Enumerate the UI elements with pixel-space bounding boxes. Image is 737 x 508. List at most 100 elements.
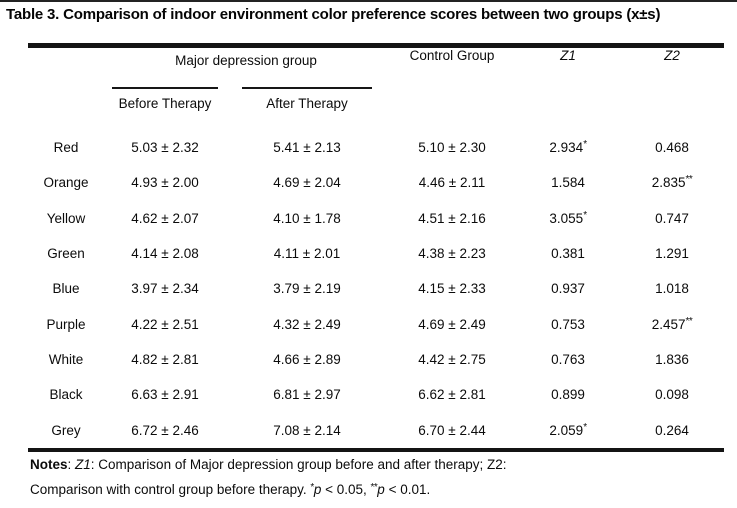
cell-z1: 0.899 — [516, 377, 620, 412]
table-title: Table 3. Comparison of indoor environmen… — [6, 6, 661, 23]
cell-before-therapy: 3.97 ± 2.34 — [131, 281, 199, 297]
cell-z1: 2.059* — [516, 412, 620, 449]
cell-z2: 2.457** — [620, 306, 724, 341]
cell-z1: 3.055* — [516, 201, 620, 236]
cell-z2: 1.018 — [620, 271, 724, 306]
row-label: White — [48, 351, 84, 367]
column-header-z2: Z2 — [664, 48, 680, 63]
cell-before-therapy: 4.14 ± 2.08 — [131, 246, 199, 262]
cell-after-therapy: 3.79 ± 2.19 — [273, 281, 341, 297]
cell-after-therapy: 4.69 ± 2.04 — [273, 175, 341, 191]
cell-z1: 0.753 — [516, 306, 620, 341]
cell-control-group: 5.10 ± 2.30 — [418, 140, 486, 156]
z1-value: 0.381 — [551, 246, 585, 262]
cell-z2: 2.835** — [620, 165, 724, 200]
z1-value: 0.937 — [551, 281, 585, 297]
cell-z1: 2.934* — [516, 130, 620, 165]
row-label: Yellow — [46, 210, 86, 226]
cell-after-therapy: 4.11 ± 2.01 — [273, 246, 341, 262]
z2-value: 0.468 — [655, 140, 689, 156]
z2-value: 2.835 — [651, 175, 686, 191]
column-header-z1: Z1 — [560, 48, 576, 63]
p-symbol: p — [377, 482, 385, 497]
cell-z1: 0.763 — [516, 342, 620, 377]
table-notes: Notes: Z1: Comparison of Major depressio… — [30, 452, 710, 502]
cell-z1: 0.937 — [516, 271, 620, 306]
row-label: Black — [49, 387, 83, 403]
table-row-purple: Purple 4.22 ± 2.51 4.32 ± 2.49 4.69 ± 2.… — [28, 306, 724, 341]
cell-after-therapy: 5.41 ± 2.13 — [273, 140, 341, 156]
comparison-table-wrap: Major depression group Control Group Z1 … — [28, 43, 724, 452]
row-label: Red — [53, 140, 79, 156]
significance-mark: * — [583, 209, 587, 221]
notes-separator: : — [67, 457, 76, 472]
cell-before-therapy: 6.63 ± 2.91 — [131, 387, 199, 403]
cell-before-therapy: 5.03 ± 2.32 — [131, 140, 199, 156]
z2-value: 1.291 — [655, 246, 689, 262]
cell-after-therapy: 4.10 ± 1.78 — [273, 210, 341, 226]
figure-top-border — [0, 0, 737, 2]
column-header-control-group: Control Group — [409, 48, 495, 63]
significance-mark: ** — [685, 315, 693, 327]
row-label: Grey — [51, 422, 81, 438]
significance-mark: ** — [685, 174, 693, 186]
cell-z2: 1.836 — [620, 342, 724, 377]
table-body: Red 5.03 ± 2.32 5.41 ± 2.13 5.10 ± 2.30 … — [28, 130, 724, 450]
z1-value: 3.055 — [549, 210, 584, 226]
row-label: Blue — [52, 281, 80, 297]
cell-after-therapy: 7.08 ± 2.14 — [273, 422, 341, 438]
before-therapy-label: Before Therapy — [118, 96, 212, 111]
notes-label: Notes — [30, 457, 68, 472]
z1-value: 2.934 — [549, 140, 584, 156]
row-label: Green — [47, 246, 85, 262]
cell-control-group: 4.38 ± 2.23 — [418, 246, 486, 262]
cell-before-therapy: 6.72 ± 2.46 — [131, 422, 199, 438]
cell-z2: 0.098 — [620, 377, 724, 412]
row-label: Orange — [43, 175, 89, 191]
cell-control-group: 4.69 ± 2.49 — [418, 316, 486, 332]
significance-mark-single: * — [310, 482, 314, 493]
cell-control-group: 6.70 ± 2.44 — [418, 422, 486, 438]
z2-value: 0.264 — [655, 422, 689, 438]
z2-value: 0.098 — [655, 387, 689, 403]
column-header-major-depression-group: Major depression group — [175, 53, 317, 68]
significance-mark: * — [583, 421, 587, 433]
cell-control-group: 4.46 ± 2.11 — [418, 175, 486, 191]
p-threshold-001: < 0.01. — [384, 482, 431, 497]
header-row-subcolumns: Before Therapy After Therapy — [28, 87, 724, 130]
header-row-group: Major depression group Control Group Z1 … — [28, 46, 724, 88]
notes-z1-term: Z1 — [75, 457, 91, 472]
p-symbol: p — [313, 482, 322, 497]
row-label: Purple — [46, 316, 86, 332]
cell-z1: 1.584 — [516, 165, 620, 200]
table-row-orange: Orange 4.93 ± 2.00 4.69 ± 2.04 4.46 ± 2.… — [28, 165, 724, 200]
comparison-table: Major depression group Control Group Z1 … — [28, 43, 724, 452]
group-underline-after: After Therapy — [242, 87, 372, 111]
cell-z2: 0.264 — [620, 412, 724, 449]
p-threshold-005: < 0.05, — [321, 482, 371, 497]
z1-value: 1.584 — [551, 175, 585, 191]
z1-value: 0.899 — [551, 387, 585, 403]
cell-before-therapy: 4.93 ± 2.00 — [131, 175, 199, 191]
cell-control-group: 4.51 ± 2.16 — [418, 210, 486, 226]
significance-mark: * — [583, 139, 587, 151]
cell-z1: 0.381 — [516, 236, 620, 271]
cell-before-therapy: 4.82 ± 2.81 — [131, 351, 199, 367]
cell-before-therapy: 4.62 ± 2.07 — [131, 210, 199, 226]
table-row-white: White 4.82 ± 2.81 4.66 ± 2.89 4.42 ± 2.7… — [28, 342, 724, 377]
cell-z2: 0.747 — [620, 201, 724, 236]
cell-after-therapy: 6.81 ± 2.97 — [273, 387, 341, 403]
table-row-yellow: Yellow 4.62 ± 2.07 4.10 ± 1.78 4.51 ± 2.… — [28, 201, 724, 236]
z1-value: 2.059 — [549, 422, 584, 438]
cell-after-therapy: 4.66 ± 2.89 — [273, 351, 341, 367]
cell-control-group: 4.42 ± 2.75 — [418, 351, 486, 367]
cell-control-group: 4.15 ± 2.33 — [418, 281, 486, 297]
column-header-before-therapy: Before Therapy — [104, 87, 226, 130]
notes-line2-text: Comparison with control group before the… — [30, 482, 311, 497]
cell-before-therapy: 4.22 ± 2.51 — [131, 316, 199, 332]
z1-value: 0.753 — [551, 316, 585, 332]
column-header-after-therapy: After Therapy — [226, 87, 388, 130]
cell-z2: 0.468 — [620, 130, 724, 165]
after-therapy-label: After Therapy — [266, 96, 348, 111]
significance-mark-double: ** — [370, 482, 378, 493]
